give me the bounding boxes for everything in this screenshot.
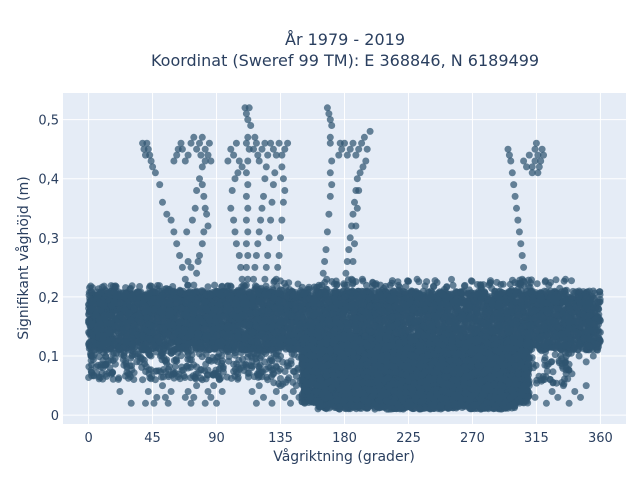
data-point [596,296,604,303]
data-points [85,104,604,413]
chart-title-line-1: År 1979 - 2019 [285,30,405,49]
chart-title-line-2: Koordinat (Sweref 99 TM): E 368846, N 61… [151,51,539,70]
